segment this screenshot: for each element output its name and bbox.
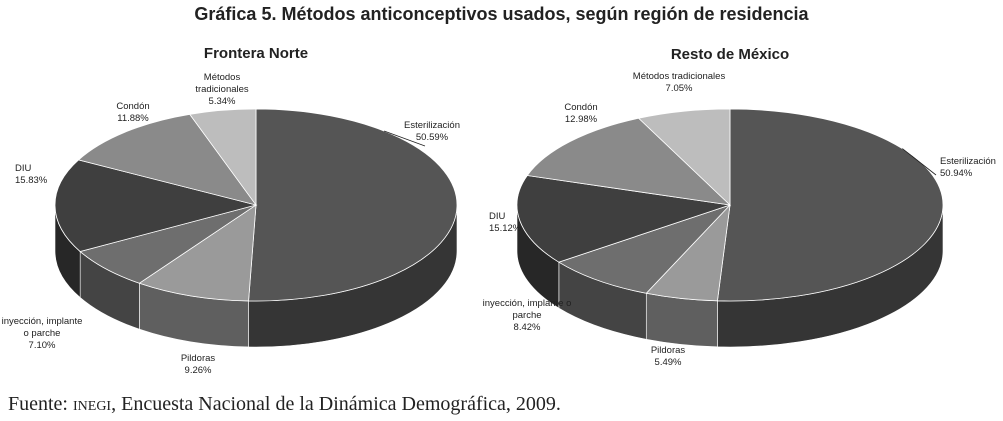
figure-title: Gráfica 5. Métodos anticonceptivos usado… xyxy=(194,4,809,24)
slice-label-line: Métodos tradicionales xyxy=(633,71,726,82)
pie-slice-4 xyxy=(54,159,258,252)
slice-label-line: Métodos xyxy=(204,72,241,83)
pie-slice-2 xyxy=(138,204,257,302)
slice-label-3: inyección, implante o parche 7.10% xyxy=(2,316,83,351)
pie-slice-6 xyxy=(637,108,731,206)
slice-label-line: DIU xyxy=(15,163,32,174)
slice-value: 15.12% xyxy=(489,223,522,234)
pie-slice-3 xyxy=(557,204,731,294)
slice-label-4: DIU 15.83% xyxy=(15,163,48,186)
slice-value: 7.05% xyxy=(666,83,693,94)
slice-label-line: parche xyxy=(512,310,541,321)
source-rest: , Encuesta Nacional de la Dinámica Demog… xyxy=(111,393,561,415)
slice-label-line: Esterilización xyxy=(404,120,460,131)
slice-value: 8.42% xyxy=(514,322,541,333)
slice-value: 50.94% xyxy=(940,168,973,179)
slice-label-4: DIU 15.12% xyxy=(489,211,522,234)
slice-label-3: inyección, implante o parche 8.42% xyxy=(483,298,572,333)
slice-label-2: Pildoras 5.49% xyxy=(651,345,686,368)
slice-label-1: Esterilización 50.59% xyxy=(404,120,460,143)
leader-line xyxy=(383,130,426,147)
slice-value: 9.26% xyxy=(185,365,212,376)
slice-label-line: Condón xyxy=(564,102,597,113)
slice-label-line: Pildoras xyxy=(181,353,216,364)
slice-value: 5.34% xyxy=(209,96,236,107)
slice-value: 12.98% xyxy=(565,114,598,125)
slice-label-line: Esterilización xyxy=(940,156,996,167)
slice-label-5: Condón 11.88% xyxy=(116,101,149,124)
source-org: inegi xyxy=(73,393,112,415)
slice-label-line: DIU xyxy=(489,211,506,222)
slice-label-6: Métodos tradicionales 7.05% xyxy=(633,71,726,94)
slice-value: 7.10% xyxy=(29,340,56,351)
pie-slice-1 xyxy=(716,108,944,302)
slice-label-6: Métodos tradicionales 5.34% xyxy=(195,72,249,107)
slice-label-1: Esterilización 50.94% xyxy=(940,156,996,179)
slice-label-line: Pildoras xyxy=(651,345,686,356)
leader-line xyxy=(902,148,937,176)
slice-value: 11.88% xyxy=(117,113,149,124)
pie-sides xyxy=(54,204,458,348)
pie-chart-1: Frontera Norte Esterilización 50.59% Pildor… xyxy=(2,45,460,376)
slice-label-5: Condón 12.98% xyxy=(564,102,597,125)
pie-slice-5 xyxy=(526,117,732,206)
slice-label-line: inyección, implante xyxy=(2,316,83,327)
slice-label-line: inyección, implante o xyxy=(483,298,572,309)
pie-chart-2: Resto de México Esterilización 50.94% Pildo… xyxy=(483,46,996,368)
chart-title: Frontera Norte xyxy=(204,45,308,62)
source-note: Fuente: inegi, Encuesta Nacional de la D… xyxy=(8,393,561,416)
slice-value: 15.83% xyxy=(15,175,48,186)
slice-label-line: o parche xyxy=(24,328,61,339)
slice-label-2: Pildoras 9.26% xyxy=(181,353,216,376)
chart-title: Resto de México xyxy=(671,46,789,63)
slice-value: 50.59% xyxy=(416,132,449,143)
pie-slice-4 xyxy=(516,175,731,263)
pie-sides xyxy=(516,204,944,348)
slice-value: 5.49% xyxy=(655,357,682,368)
source-prefix: Fuente: xyxy=(8,393,73,415)
pie-slice-1 xyxy=(248,108,458,302)
pie-slice-5 xyxy=(77,113,257,206)
pie-side-2 xyxy=(645,292,718,348)
slice-label-line: tradicionales xyxy=(195,84,249,95)
pie-slice-6 xyxy=(189,108,257,207)
slice-label-line: Condón xyxy=(116,101,149,112)
